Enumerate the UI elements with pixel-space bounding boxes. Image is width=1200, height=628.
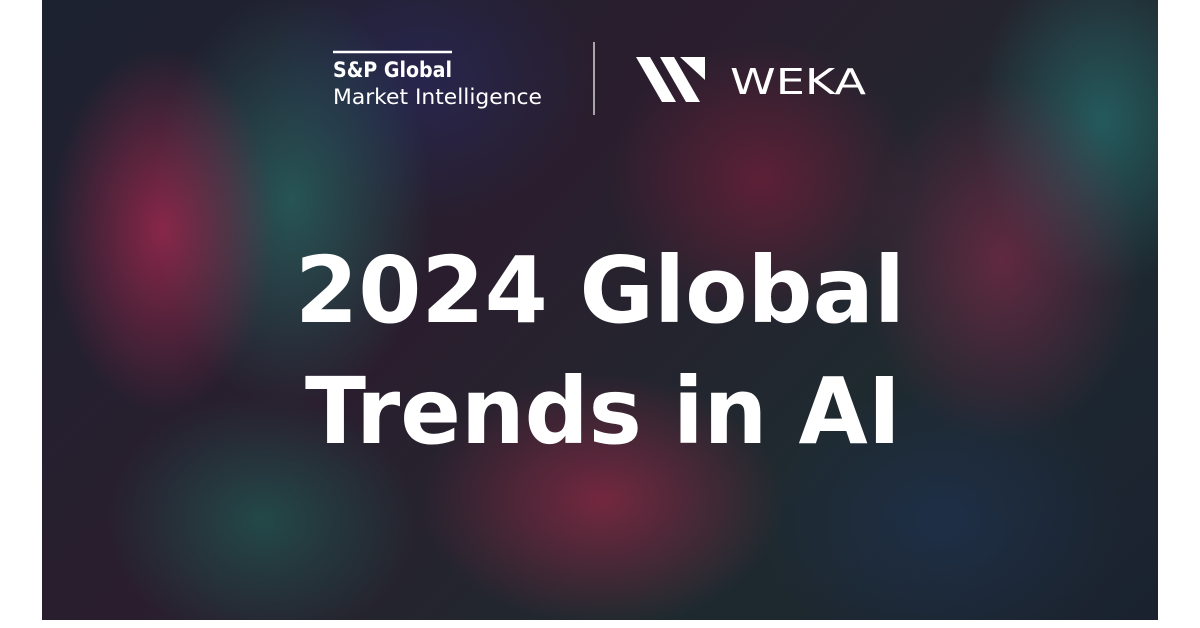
weka-mark: [636, 57, 705, 102]
background: [42, 0, 1158, 620]
logo-tagline: Market Intelligence: [333, 85, 542, 109]
title-line: 2024 Global: [295, 237, 905, 344]
logo-name: WEKA: [730, 62, 866, 103]
title-line: Trends in AI: [305, 358, 901, 465]
logo-name: S&P Global: [333, 58, 452, 82]
